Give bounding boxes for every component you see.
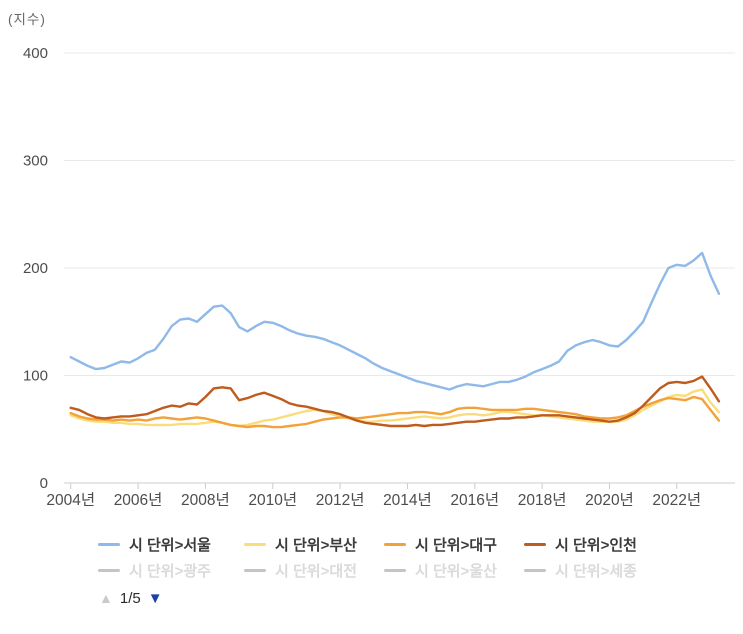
x-axis-tick-label: 2008년	[181, 491, 230, 509]
x-axis-tick-label: 2004년	[46, 491, 95, 509]
y-axis-tick-label: 300	[23, 153, 48, 170]
y-axis-tick-label: 400	[23, 45, 48, 62]
legend-page-indicator: 1/5	[119, 589, 141, 607]
legend-item-daegu[interactable]: 시 단위>대구	[384, 533, 524, 555]
y-axis-tick-label: 100	[23, 368, 48, 385]
series-line-seoul	[69, 251, 721, 391]
x-axis-tick-label: 2010년	[248, 491, 297, 509]
legend-swatch-daejeon-icon	[244, 568, 266, 572]
y-axis-unit-label: (지수)	[8, 12, 46, 27]
series-line-incheon	[69, 375, 721, 428]
x-axis-tick-label: 2012년	[316, 491, 365, 509]
legend-label-busan: 시 단위>부산	[275, 536, 357, 554]
legend-item-incheon[interactable]: 시 단위>인천	[524, 533, 674, 555]
series-line-daegu	[69, 395, 721, 429]
legend-swatch-gwangju-icon	[98, 568, 120, 572]
legend-item-ulsan[interactable]: 시 단위>울산	[384, 559, 524, 581]
y-axis-tick-label: 200	[23, 260, 48, 277]
legend-page-down-icon[interactable]: ▼	[147, 589, 163, 607]
legend-swatch-busan-icon	[244, 542, 266, 546]
legend-swatch-seoul-icon	[98, 542, 120, 546]
legend-label-incheon: 시 단위>인천	[555, 536, 637, 554]
legend-label-daegu: 시 단위>대구	[415, 536, 497, 554]
legend-item-busan[interactable]: 시 단위>부산	[244, 533, 384, 555]
legend-swatch-ulsan-icon	[384, 568, 406, 572]
x-axis-tick-label: 2016년	[450, 491, 499, 509]
legend-label-sejong: 시 단위>세종	[555, 562, 637, 580]
legend-swatch-incheon-icon	[524, 542, 546, 546]
legend-label-ulsan: 시 단위>울산	[415, 562, 497, 580]
legend-pager: ▲ 1/5 ▼	[99, 588, 163, 608]
x-axis-tick-label: 2022년	[652, 491, 701, 509]
legend-item-gwangju[interactable]: 시 단위>광주	[98, 559, 244, 581]
legend-swatch-daegu-icon	[384, 542, 406, 546]
legend-item-sejong[interactable]: 시 단위>세종	[524, 559, 674, 581]
legend-label-daejeon: 시 단위>대전	[275, 562, 357, 580]
legend-item-daejeon[interactable]: 시 단위>대전	[244, 559, 384, 581]
legend-swatch-sejong-icon	[524, 568, 546, 572]
legend-label-gwangju: 시 단위>광주	[129, 562, 211, 580]
y-axis-tick-label: 0	[40, 475, 48, 492]
x-axis-tick-label: 2014년	[383, 491, 432, 509]
chart-legend: 시 단위>서울 시 단위>부산 시 단위>대구 시 단위>인천 시 단위>광주 …	[98, 533, 674, 581]
legend-page-up-icon[interactable]: ▲	[99, 590, 113, 606]
legend-label-seoul: 시 단위>서울	[129, 536, 211, 554]
legend-item-seoul[interactable]: 시 단위>서울	[98, 533, 244, 555]
x-axis-tick-label: 2020년	[585, 491, 634, 509]
x-axis-tick-label: 2018년	[518, 491, 567, 509]
x-axis-tick-label: 2006년	[114, 491, 163, 509]
